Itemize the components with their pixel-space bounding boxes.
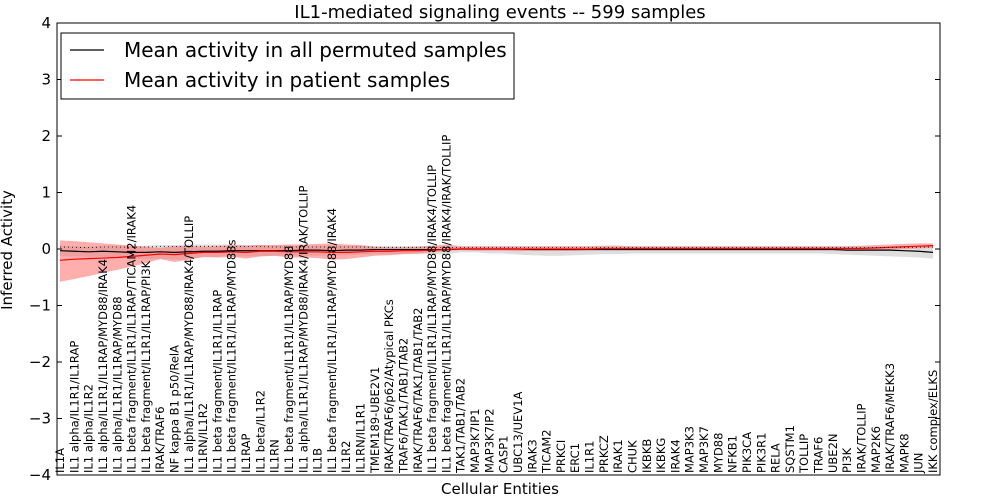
category-label: IL1 beta fragment/IL1R1/IL1RAP/MYD88 (282, 246, 296, 473)
category-label: IRAK3 (525, 439, 539, 473)
legend: Mean activity in all permuted samples Me… (60, 32, 515, 100)
y-tick-label: −1 (29, 297, 51, 315)
category-label: IL1 alpha/IL1R2 (82, 384, 96, 473)
category-label: UBE2N (826, 434, 840, 474)
category-label: IL1RN/IL1R1 (354, 403, 368, 473)
category-label: IRAK/TRAF6 (153, 406, 167, 473)
category-label: IL1R2 (339, 441, 353, 473)
category-label: PRKCZ (597, 435, 611, 473)
category-label: MAPK8 (897, 433, 911, 473)
y-tick-label: −2 (29, 353, 51, 371)
category-label: IRAK4 (668, 439, 682, 473)
category-label: IL1 alpha/IL1R1/IL1RAP (67, 341, 81, 473)
category-label: RELA (769, 443, 783, 473)
category-label: IKBKG (654, 438, 668, 473)
category-label: IL1RN/IL1R2 (196, 403, 210, 473)
category-label: IKK complex/ELKS (926, 370, 940, 473)
category-label: TMEM189-UBE2V1 (368, 367, 382, 474)
category-label: MAP2K6 (869, 426, 883, 473)
lines-layer (59, 245, 934, 261)
category-label: IRAK1 (611, 439, 625, 473)
y-tick-label: −4 (29, 466, 51, 484)
y-tick-label: 1 (41, 184, 51, 202)
category-label: MAP3K7IP1 (468, 408, 482, 473)
category-label: IL1 beta/IL1R2 (253, 390, 267, 473)
category-label: IL1A (53, 448, 67, 473)
y-tick-label: −3 (29, 410, 51, 428)
category-label: MAP3K3 (683, 426, 697, 473)
category-label: IL1B (311, 448, 325, 473)
series-line-patient (59, 245, 934, 261)
category-label: IL1R1 (583, 441, 597, 473)
category-label: IL1 alpha/IL1R1/IL1RAP/MYD88/IRAK4 (96, 259, 110, 473)
category-labels: IL1A IL1 alpha/IL1R1/IL1RAP IL1 alpha/IL1R… (53, 135, 940, 474)
y-axis-label: Inferred Activity (0, 190, 16, 310)
category-label: IL1 beta fragment/IL1R1/IL1RAP/MYD88s (225, 240, 239, 473)
category-label: SQSTM1 (783, 425, 797, 473)
legend-box (60, 32, 515, 100)
y-axis-ticks: −4 −3 −2 −1 0 1 2 3 4 (29, 14, 940, 484)
category-label: ERC1 (568, 443, 582, 473)
y-tick-label: 0 (41, 240, 51, 258)
category-label: CASP1 (497, 436, 511, 473)
category-label: TAK1/TAB1/TAB2 (454, 378, 468, 474)
category-label: IL1 beta fragment/IL1R1/IL1RAP/MYD88/IRA… (325, 208, 339, 473)
category-label: PI3K (840, 447, 854, 473)
category-label: IL1RN (268, 439, 282, 473)
category-label: TRAF6 (812, 437, 826, 474)
category-label: IL1 beta fragment/IL1R1/IL1RAP/MYD88/IRA… (425, 165, 439, 473)
category-label: CHUK (625, 440, 639, 473)
category-label: PRKCI (554, 440, 568, 473)
chart-title: IL1-mediated signaling events -- 599 sam… (294, 2, 705, 23)
category-label: IL1 alpha/IL1R1/IL1RAP/MYD88/IRAK4/TOLLI… (182, 216, 196, 473)
y-tick-label: 4 (41, 14, 51, 32)
x-axis-label: Cellular Entities (441, 480, 559, 498)
category-label: IRAK/TOLLIP (854, 404, 868, 473)
category-label: NFKB1 (726, 435, 740, 473)
category-label: IRAK/TRAF6/MEKK3 (883, 363, 897, 473)
category-label: MAP3K7 (697, 426, 711, 473)
category-label: IL1 beta fragment/IL1R1/IL1RAP/PI3K (139, 260, 153, 473)
category-label: MAP3K7IP2 (482, 408, 496, 473)
plot-frame (56, 22, 941, 476)
category-label: PIK3CA (740, 432, 754, 473)
category-label: IL1 alpha/IL1R1/IL1RAP/MYD88/IRAK4/IRAK/… (296, 186, 310, 473)
category-label: UBC13/UEV1A (511, 391, 525, 473)
category-label: TICAM2 (540, 429, 554, 474)
category-label: PIK3R1 (754, 433, 768, 474)
category-label: TOLLIP (797, 434, 811, 474)
category-label: JUN (912, 453, 926, 474)
legend-label-patient: Mean activity in patient samples (124, 68, 450, 92)
category-label: MYD88 (711, 433, 725, 473)
category-label: IL1 beta fragment/IL1R1/IL1RAP/MYD88/IRA… (439, 135, 453, 473)
y-tick-label: 2 (41, 127, 51, 145)
category-label: IL1RAP (239, 433, 253, 473)
category-label: IKBKB (640, 439, 654, 473)
y-tick-label: 3 (41, 71, 51, 89)
category-label: IL1 beta fragment/IL1R1/IL1RAP (210, 290, 224, 473)
category-label: IRAK/TRAF6/TAK1/TAB1/TAB2 (411, 308, 425, 473)
legend-label-permuted: Mean activity in all permuted samples (124, 38, 507, 62)
category-label: TRAF6/TAK1/TAB1/TAB2 (396, 338, 410, 474)
category-label: IL1 beta fragment/IL1R1/IL1RAP/TICAM2/IR… (125, 205, 139, 473)
permuted-dotted-line (59, 245, 934, 249)
category-label: IL1 alpha/IL1R1/IL1RAP/MYD88 (110, 296, 124, 473)
category-label: IRAK/TRAF6/p62/Atypical PKCs (382, 299, 396, 473)
category-label: NF kappa B1 p50/RelA (167, 345, 181, 473)
